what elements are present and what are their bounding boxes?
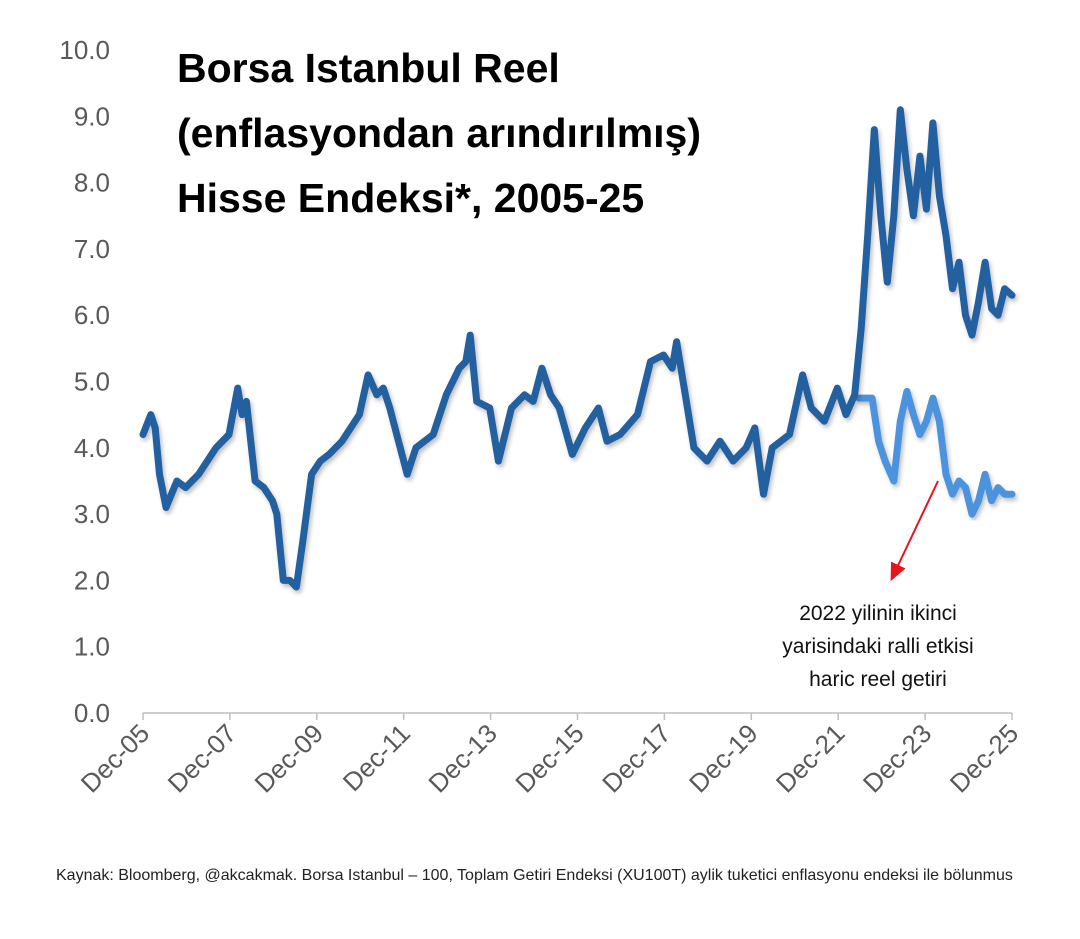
annotation-text: 2022 yilinin ikinci yarisindaki ralli et… — [740, 597, 1016, 696]
y-tick-label: 7.0 — [74, 234, 110, 264]
series-real-index-line — [139, 106, 1016, 591]
x-tick-label: Dec-09 — [249, 718, 329, 798]
x-tick-label: Dec-21 — [770, 718, 850, 798]
y-tick-label: 5.0 — [74, 367, 110, 397]
x-tick-label: Dec-25 — [944, 718, 1024, 798]
x-tick-label: Dec-17 — [596, 718, 676, 798]
x-tick-label: Dec-19 — [683, 718, 763, 798]
y-tick-label: 1.0 — [74, 632, 110, 662]
y-tick-label: 6.0 — [74, 300, 110, 330]
title-line-1: Borsa Istanbul Reel — [177, 45, 560, 91]
annotation-arrow — [890, 480, 939, 582]
chart-title: Borsa Istanbul Reel (enflasyondan arındı… — [177, 36, 701, 231]
annotation-line-2: yarisindaki ralli etkisi — [782, 635, 974, 658]
x-tick-label: Dec-05 — [75, 718, 155, 798]
series-excl-rally-line — [855, 387, 1016, 518]
x-tick-label: Dec-13 — [422, 718, 502, 798]
title-line-2: (enflasyondan arındırılmış) — [177, 110, 701, 156]
y-tick-label: 8.0 — [74, 168, 110, 198]
y-tick-label: 9.0 — [74, 101, 110, 131]
y-tick-label: 4.0 — [74, 433, 110, 463]
x-tick-label: Dec-23 — [857, 718, 937, 798]
y-tick-label: 2.0 — [74, 565, 110, 595]
annotation-line-1: 2022 yilinin ikinci — [799, 602, 957, 625]
annotation-line-3: haric reel getiri — [809, 668, 947, 691]
x-tick-label: Dec-11 — [337, 718, 416, 797]
y-tick-label: 0.0 — [74, 698, 110, 728]
title-line-3: Hisse Endeksi*, 2005-25 — [177, 175, 645, 221]
x-tick-label: Dec-15 — [509, 718, 589, 798]
y-tick-label: 3.0 — [74, 499, 110, 529]
y-tick-label: 10.0 — [59, 35, 110, 65]
x-tick-label: Dec-07 — [162, 718, 242, 798]
source-note: Kaynak: Bloomberg, @akcakmak. Borsa Ista… — [56, 867, 1013, 884]
